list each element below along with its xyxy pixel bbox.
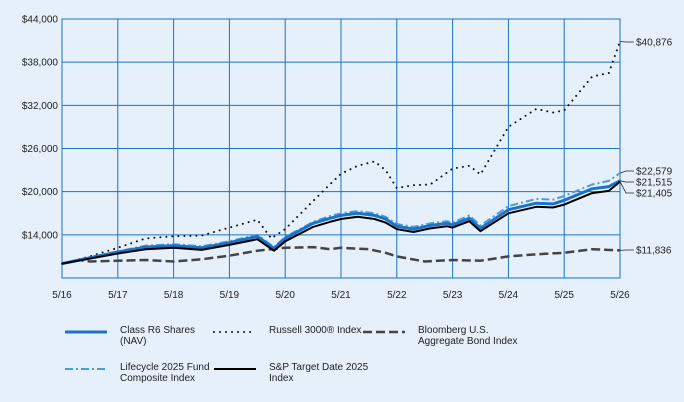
- end-label-leader-sp: [619, 181, 634, 194]
- end-value-label-bloomberg: $11,836: [636, 246, 672, 257]
- y-tick-label: $14,000: [22, 230, 59, 241]
- end-label-leader-classR6: [619, 180, 634, 183]
- series-line-sp: [61, 180, 621, 265]
- x-tick-label: 5/16: [52, 290, 72, 301]
- end-value-label-russell: $40,876: [636, 38, 673, 49]
- y-tick-label: $38,000: [22, 58, 59, 69]
- series-line-bloomberg: [61, 245, 621, 265]
- x-tick-label: 5/23: [443, 290, 463, 301]
- x-tick-label: 5/24: [499, 290, 519, 301]
- series-line-russell: [61, 40, 621, 265]
- x-tick-label: 5/20: [275, 290, 295, 301]
- end-value-labels: $21,515 $40,876 $11,836 $22,579 $21,405: [619, 38, 673, 257]
- end-value-label-classR6: $21,515: [636, 178, 673, 189]
- end-value-label-lifecycle: $22,579: [636, 167, 673, 178]
- x-axis-tick-labels: 5/16 5/17 5/18 5/19 5/20 5/21 5/22 5/23 5/24 5/25…: [52, 290, 630, 301]
- end-label-leader-lifecycle: [619, 170, 634, 174]
- x-tick-label: 5/17: [108, 290, 128, 301]
- x-tick-label: 5/26: [610, 290, 630, 301]
- y-tick-label: $26,000: [22, 144, 59, 155]
- series-line-classR6: [61, 179, 621, 266]
- x-tick-label: 5/18: [164, 290, 184, 301]
- y-tick-label: $44,000: [22, 15, 59, 26]
- x-tick-label: 5/21: [331, 290, 351, 301]
- x-tick-label: 5/19: [220, 290, 240, 301]
- x-tick-label: 5/22: [387, 290, 407, 301]
- y-tick-label: $32,000: [22, 101, 59, 112]
- x-tick-label: 5/25: [554, 290, 574, 301]
- y-axis-tick-labels: $14,000 $20,000 $26,000 $32,000 $38,000 $44,0…: [22, 15, 59, 242]
- series-lines: [61, 40, 621, 266]
- y-tick-label: $20,000: [22, 187, 59, 198]
- end-value-label-sp: $21,405: [636, 189, 673, 200]
- end-label-leader-russell: [619, 41, 634, 43]
- grid: [61, 18, 621, 279]
